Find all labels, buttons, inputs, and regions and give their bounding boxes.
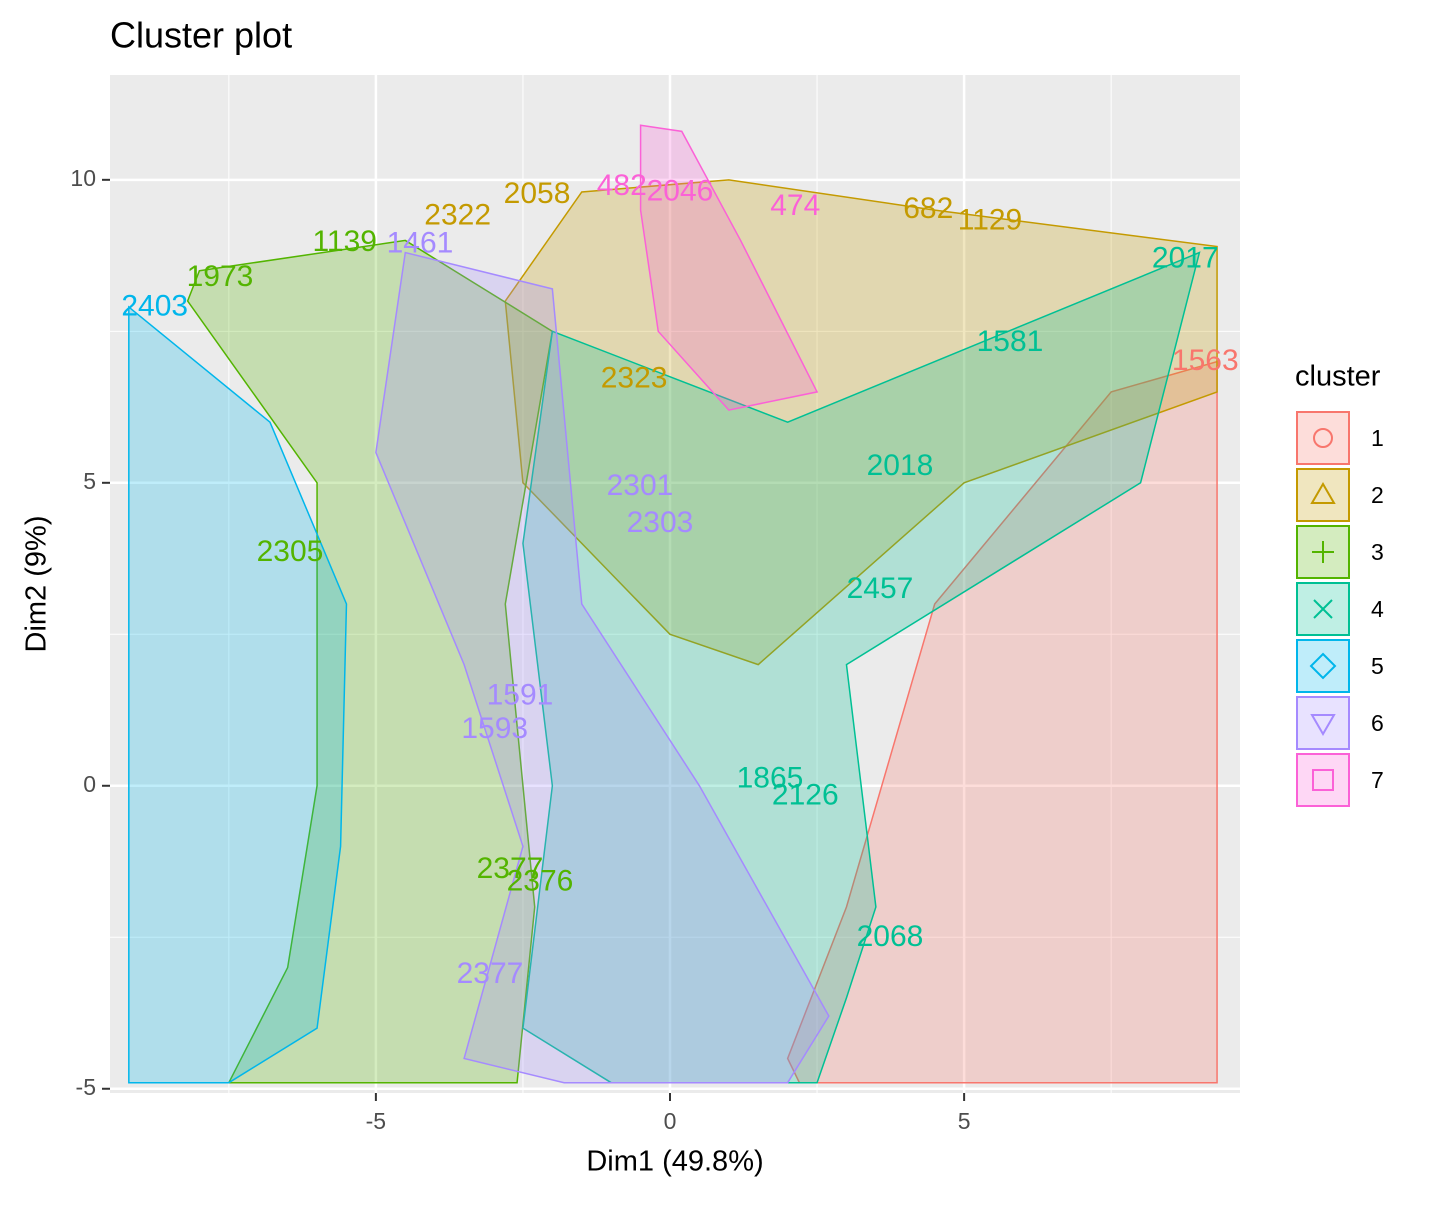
point-label: 2018 <box>867 449 934 482</box>
legend-symbol <box>1310 482 1336 504</box>
legend-label: 6 <box>1371 710 1384 736</box>
legend-label: 1 <box>1371 425 1384 451</box>
legend-key <box>1296 753 1350 807</box>
point-label: 2377 <box>477 852 544 885</box>
chart-title: Cluster plot <box>110 15 292 56</box>
legend-item: 5 <box>1296 639 1384 693</box>
point-label: 682 <box>903 192 953 225</box>
plot-panel <box>110 75 1240 1093</box>
cluster-hull <box>786 360 1218 1084</box>
point-label: 2017 <box>1152 242 1219 275</box>
x-tick-label: 0 <box>664 1108 677 1134</box>
legend-key <box>1296 639 1350 693</box>
point-label: 1865 <box>737 762 804 795</box>
legend-label: 3 <box>1371 539 1384 565</box>
y-tick-label: 10 <box>70 165 96 191</box>
point-label: 1563 <box>1172 344 1239 377</box>
point-label: 1129 <box>958 204 1023 237</box>
x-tick-label: 5 <box>958 1108 971 1134</box>
legend-symbol <box>1312 541 1334 563</box>
point-label: 2046 <box>647 174 714 207</box>
point-label: 2301 <box>607 469 674 502</box>
x-tick-label: -5 <box>366 1108 386 1134</box>
legend-key <box>1296 468 1350 522</box>
point-label: 482 <box>597 169 647 202</box>
point-label: 2323 <box>601 362 668 395</box>
point-label: 2376 <box>507 865 574 898</box>
point-label: 2305 <box>257 535 324 568</box>
cluster-hull <box>186 239 554 1084</box>
legend-label: 5 <box>1371 653 1384 679</box>
y-tick-label: -5 <box>76 1074 96 1100</box>
point-label: 2403 <box>121 290 188 323</box>
cluster-hull <box>504 179 1218 666</box>
legend-label: 4 <box>1371 596 1384 622</box>
point-label: 1461 <box>387 227 454 260</box>
x-axis-label: Dim1 (49.8%) <box>586 1146 763 1178</box>
point-label: 2322 <box>424 199 491 232</box>
cluster-hull <box>128 305 348 1084</box>
legend-symbol <box>1310 714 1336 736</box>
legend-key <box>1296 696 1350 750</box>
point-label: 1593 <box>461 712 528 745</box>
y-axis-label: Dim2 (9%) <box>21 516 53 653</box>
point-label: 2068 <box>857 920 924 953</box>
point-label: 1581 <box>977 325 1044 358</box>
legend-symbol <box>1309 652 1337 680</box>
point-label: 1591 <box>487 679 554 712</box>
legend-label: 2 <box>1371 482 1384 508</box>
legend-item: 6 <box>1296 696 1384 750</box>
legend-item: 7 <box>1296 753 1384 807</box>
y-tick-label: 0 <box>83 771 96 797</box>
legend-label: 7 <box>1371 767 1384 793</box>
point-label: 2126 <box>772 779 839 812</box>
cluster-hull <box>375 251 830 1084</box>
point-label: 2377 <box>457 957 524 990</box>
cluster-hull <box>522 251 1201 1084</box>
legend-item: 3 <box>1296 525 1384 579</box>
point-label: 1139 <box>312 225 377 258</box>
legend-item: 2 <box>1296 468 1384 522</box>
legend-item: 4 <box>1296 582 1384 636</box>
point-label: 474 <box>770 189 820 222</box>
legend-title: cluster <box>1295 361 1381 393</box>
legend-symbol <box>1312 769 1334 791</box>
legend-symbol <box>1313 599 1333 619</box>
point-label: 1973 <box>187 260 254 293</box>
legend-item: 1 <box>1296 411 1384 465</box>
legend-symbol <box>1313 428 1333 448</box>
point-label: 2457 <box>847 572 914 605</box>
cluster-hull <box>639 124 819 411</box>
y-tick-label: 5 <box>83 468 96 494</box>
legend-key <box>1296 411 1350 465</box>
point-label: 2303 <box>627 506 694 539</box>
point-label: 2058 <box>504 177 571 210</box>
